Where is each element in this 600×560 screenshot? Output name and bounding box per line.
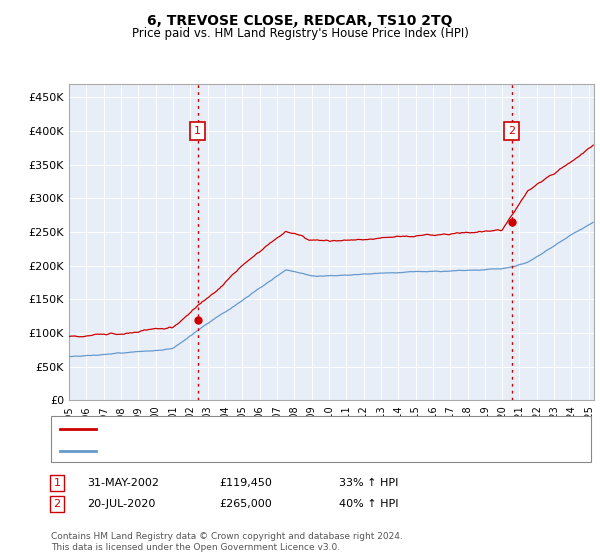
Text: 1: 1	[194, 126, 201, 136]
Text: £119,450: £119,450	[219, 478, 272, 488]
Text: HPI: Average price, detached house, Redcar and Cleveland: HPI: Average price, detached house, Redc…	[103, 446, 410, 455]
Text: 20-JUL-2020: 20-JUL-2020	[87, 499, 155, 509]
Text: 40% ↑ HPI: 40% ↑ HPI	[339, 499, 398, 509]
Text: 33% ↑ HPI: 33% ↑ HPI	[339, 478, 398, 488]
Text: 1: 1	[53, 478, 61, 488]
Text: 2: 2	[508, 126, 515, 136]
Text: 6, TREVOSE CLOSE, REDCAR, TS10 2TQ (detached house): 6, TREVOSE CLOSE, REDCAR, TS10 2TQ (deta…	[103, 424, 404, 434]
Text: Price paid vs. HM Land Registry's House Price Index (HPI): Price paid vs. HM Land Registry's House …	[131, 27, 469, 40]
Text: Contains HM Land Registry data © Crown copyright and database right 2024.: Contains HM Land Registry data © Crown c…	[51, 532, 403, 541]
Text: 31-MAY-2002: 31-MAY-2002	[87, 478, 159, 488]
Text: £265,000: £265,000	[219, 499, 272, 509]
Text: This data is licensed under the Open Government Licence v3.0.: This data is licensed under the Open Gov…	[51, 543, 340, 552]
Text: 6, TREVOSE CLOSE, REDCAR, TS10 2TQ: 6, TREVOSE CLOSE, REDCAR, TS10 2TQ	[147, 14, 453, 28]
Text: 2: 2	[53, 499, 61, 509]
